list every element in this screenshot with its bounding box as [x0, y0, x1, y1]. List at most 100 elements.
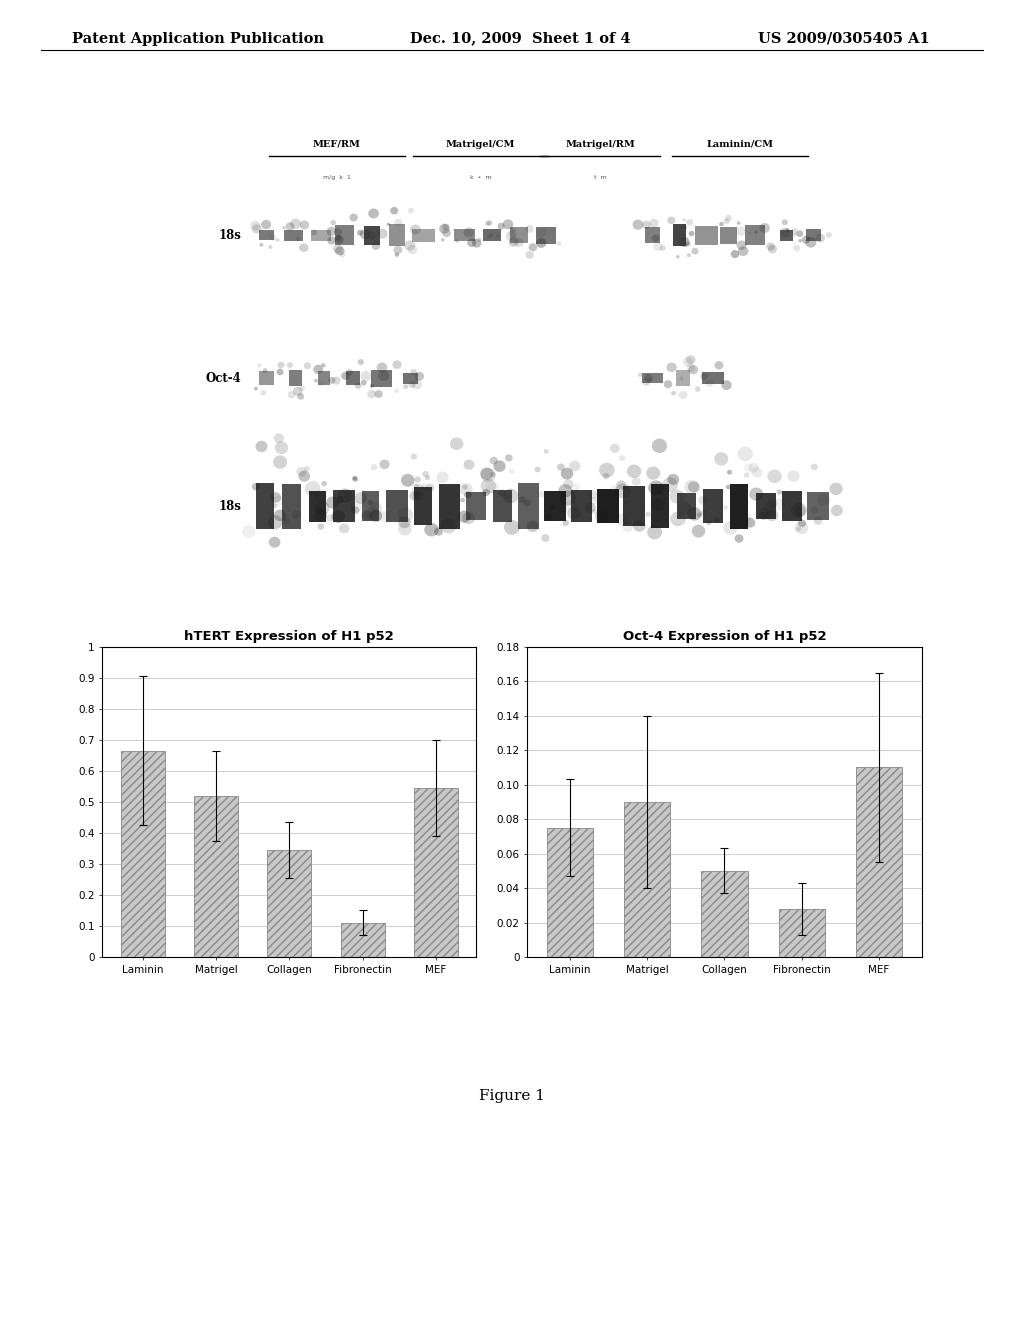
Circle shape [795, 521, 808, 535]
Circle shape [268, 246, 272, 249]
Circle shape [410, 370, 417, 375]
Circle shape [734, 535, 743, 543]
Bar [371, 370, 392, 387]
Bar [778, 908, 825, 957]
Circle shape [403, 384, 409, 389]
Circle shape [328, 378, 335, 384]
Circle shape [671, 755, 679, 763]
Circle shape [686, 219, 693, 226]
Circle shape [750, 487, 763, 500]
Bar [730, 484, 749, 528]
Circle shape [817, 494, 830, 506]
Circle shape [304, 751, 310, 758]
Circle shape [610, 444, 620, 453]
Circle shape [268, 537, 281, 548]
Circle shape [536, 228, 546, 238]
Circle shape [632, 760, 641, 770]
Circle shape [486, 220, 493, 226]
Circle shape [261, 220, 271, 230]
Circle shape [371, 463, 378, 470]
Circle shape [296, 467, 306, 477]
Circle shape [706, 521, 711, 525]
Circle shape [510, 227, 515, 232]
Circle shape [269, 752, 274, 758]
Bar [676, 371, 689, 387]
Circle shape [829, 483, 843, 495]
Circle shape [766, 243, 775, 251]
Circle shape [549, 504, 555, 510]
Circle shape [567, 507, 581, 520]
Circle shape [737, 222, 740, 224]
Bar [259, 371, 274, 385]
Circle shape [691, 248, 698, 255]
Circle shape [562, 520, 569, 525]
Circle shape [648, 378, 652, 381]
Circle shape [441, 519, 457, 533]
Circle shape [726, 739, 732, 746]
Circle shape [458, 511, 471, 523]
Bar [674, 739, 691, 754]
Circle shape [335, 247, 344, 256]
Circle shape [686, 355, 695, 364]
Circle shape [339, 524, 349, 533]
Bar [256, 483, 273, 529]
Circle shape [541, 535, 550, 543]
Circle shape [386, 223, 390, 226]
Circle shape [825, 232, 831, 238]
Circle shape [796, 507, 806, 516]
Circle shape [794, 234, 797, 236]
Circle shape [396, 755, 402, 762]
Circle shape [797, 231, 803, 238]
Bar [282, 483, 301, 529]
Circle shape [676, 232, 682, 238]
Bar [289, 370, 302, 387]
Bar [624, 486, 645, 527]
Circle shape [526, 521, 539, 532]
Circle shape [439, 224, 450, 234]
Circle shape [683, 218, 686, 222]
Circle shape [768, 246, 777, 253]
Circle shape [355, 383, 361, 389]
Text: MEF/RM: MEF/RM [313, 140, 360, 149]
Circle shape [368, 500, 373, 506]
Circle shape [563, 479, 573, 488]
Circle shape [741, 512, 751, 521]
Circle shape [538, 491, 545, 498]
Circle shape [528, 243, 538, 251]
Circle shape [715, 360, 724, 370]
Circle shape [767, 470, 781, 483]
Bar [807, 492, 829, 520]
Circle shape [351, 502, 362, 512]
Circle shape [425, 475, 430, 480]
Circle shape [464, 227, 474, 238]
Circle shape [671, 511, 686, 527]
Circle shape [638, 372, 642, 378]
Circle shape [695, 387, 700, 392]
Bar [311, 230, 331, 240]
Circle shape [519, 496, 525, 503]
Circle shape [372, 242, 380, 249]
Circle shape [525, 224, 534, 232]
Circle shape [314, 379, 317, 383]
Circle shape [615, 513, 630, 527]
Circle shape [322, 480, 327, 486]
Circle shape [368, 231, 376, 239]
Circle shape [592, 510, 597, 513]
Circle shape [731, 249, 739, 257]
Circle shape [670, 490, 684, 503]
Circle shape [459, 483, 473, 496]
Circle shape [408, 207, 414, 214]
Circle shape [268, 750, 272, 752]
Bar [806, 230, 821, 242]
Circle shape [314, 502, 330, 515]
Circle shape [537, 238, 547, 248]
Bar [389, 224, 404, 247]
Circle shape [650, 755, 657, 762]
Circle shape [760, 223, 770, 234]
Bar [780, 230, 793, 242]
Circle shape [274, 743, 282, 750]
Bar [386, 490, 408, 523]
Circle shape [357, 359, 364, 364]
Circle shape [480, 469, 496, 482]
Circle shape [623, 521, 633, 532]
